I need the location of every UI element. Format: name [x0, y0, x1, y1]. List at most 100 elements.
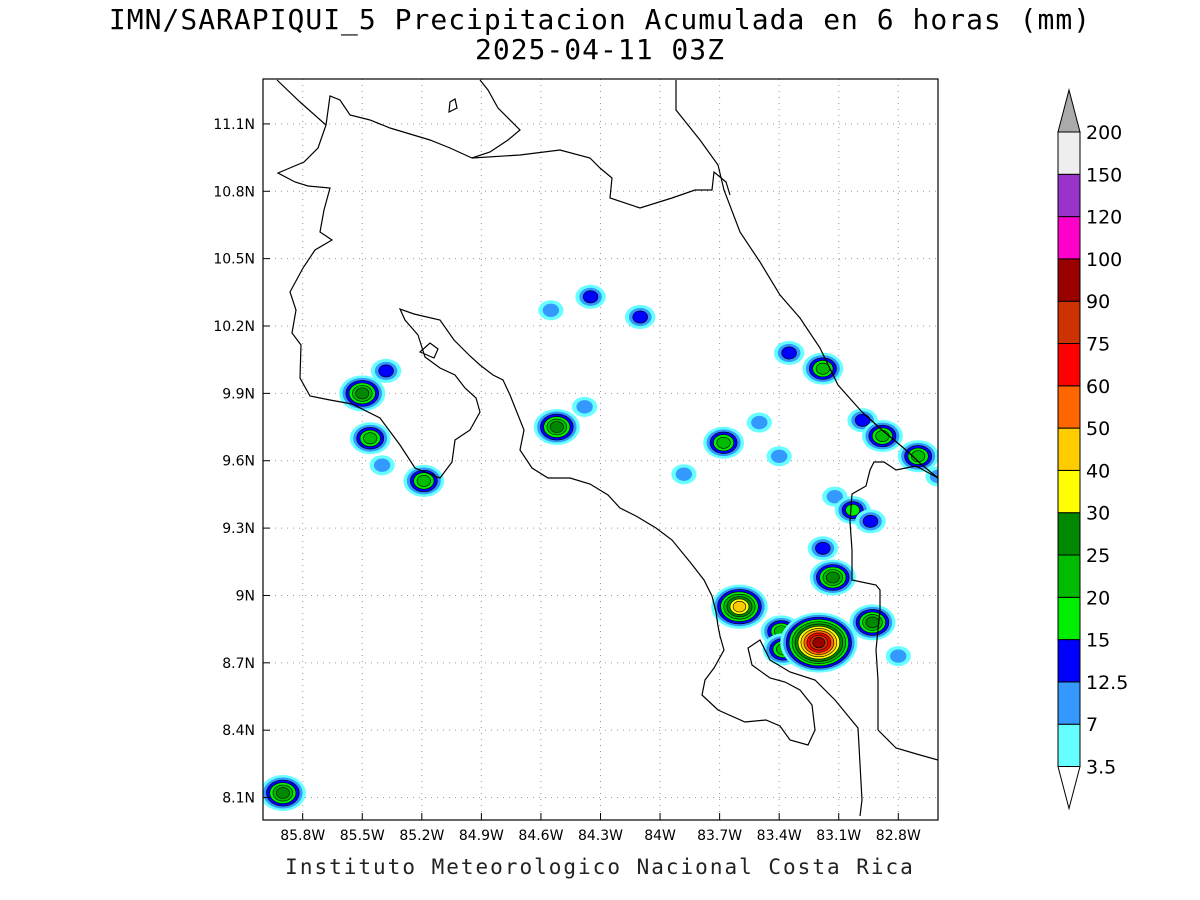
lon-tick-label: 84.3W: [578, 828, 623, 844]
colorbar-swatch: [1057, 723, 1081, 768]
colorbar-swatch: [1057, 681, 1081, 725]
precip-contour: [675, 467, 693, 481]
colorbar-swatch: [1057, 216, 1081, 260]
precip-cell: [773, 340, 805, 365]
precip-cell: [538, 300, 564, 321]
lon-tick-label: 84W: [644, 828, 676, 844]
precip-cell: [349, 422, 391, 455]
lon-tick-label: 83.1W: [816, 828, 861, 844]
colorbar-swatch: [1057, 385, 1081, 429]
colorbar-label: 40: [1086, 460, 1110, 482]
colorbar-swatch: [1057, 343, 1081, 387]
precip-cell: [780, 612, 858, 673]
lat-tick-label: 9N: [236, 588, 255, 604]
colorbar-swatch: [1057, 258, 1081, 302]
colorbar-swatch: [1057, 512, 1081, 556]
precip-cell: [766, 446, 792, 467]
precip-contour: [716, 436, 731, 449]
precip-contour: [363, 432, 378, 445]
lat-tick-label: 8.1N: [222, 791, 255, 807]
precip-contour: [275, 787, 290, 799]
colorbar-label: 15: [1086, 630, 1110, 652]
precip-contour: [582, 290, 599, 304]
precip-contour: [770, 449, 788, 463]
precip-cell: [855, 509, 886, 534]
island-outline: [418, 342, 439, 359]
panama-coastline: [877, 729, 938, 761]
footer-credit: Instituto Meteorologico Nacional Costa R…: [285, 855, 915, 879]
lon-tick-label: 85.8W: [280, 828, 325, 844]
colorbar-swatch: [1057, 173, 1081, 218]
precip-cell: [370, 358, 402, 383]
precip-contour: [355, 387, 370, 400]
precip-cell: [862, 420, 903, 453]
precip-contour: [865, 616, 880, 629]
precip-contour: [862, 514, 879, 528]
colorbar-swatch: [1057, 300, 1081, 345]
lon-tick-label: 82.8W: [876, 828, 921, 844]
precip-contour: [826, 489, 843, 504]
panama-border: [849, 461, 938, 730]
lat-tick-label: 9.3N: [222, 521, 255, 537]
precip-contour: [875, 430, 890, 442]
islet-outline: [448, 98, 458, 114]
colorbar-label: 7: [1086, 714, 1098, 736]
lon-tick-label: 84.6W: [518, 828, 563, 844]
colorbar-label: 100: [1086, 249, 1122, 271]
precip-cell: [802, 352, 844, 385]
colorbar-label: 3.5: [1086, 757, 1116, 779]
colorbar-label: 12.5: [1086, 672, 1128, 694]
lon-tick-label: 83.7W: [697, 828, 742, 844]
caribbean-coastline: [675, 80, 938, 479]
precip-contour: [815, 541, 831, 555]
lat-tick-label: 8.7N: [222, 656, 255, 672]
precip-cell: [807, 536, 839, 561]
precip-cell: [703, 426, 744, 459]
precip-contour: [890, 649, 907, 663]
northern-border: [325, 79, 521, 159]
colorbar-label: 60: [1086, 376, 1110, 398]
precip-contour: [812, 637, 826, 649]
lat-tick-label: 11.1N: [213, 117, 255, 133]
precip-contour: [632, 310, 648, 324]
precip-contour: [416, 475, 431, 487]
lat-tick-label: 10.8N: [213, 184, 255, 200]
colorbar-swatch: [1057, 131, 1081, 175]
lon-tick-label: 84.9W: [459, 828, 504, 844]
colorbar-swatch: [1057, 596, 1081, 641]
precip-cell: [671, 464, 697, 485]
lat-tick-label: 10.2N: [213, 319, 255, 335]
precip-contour: [845, 504, 860, 517]
precip-contour: [751, 415, 768, 430]
precip-contour: [781, 346, 797, 360]
precip-cell: [263, 775, 306, 812]
colorbar-label: 150: [1086, 164, 1122, 186]
precip-cell: [575, 284, 606, 309]
colorbar-label: 120: [1086, 207, 1122, 229]
precipitation-contours: [263, 284, 938, 812]
colorbar-label: 30: [1086, 503, 1110, 525]
colorbar-label: 25: [1086, 545, 1110, 567]
precip-cell: [369, 455, 395, 476]
precip-contour: [854, 413, 871, 427]
colorbar-swatch: [1057, 554, 1081, 598]
colorbar-swatch: [1057, 469, 1081, 514]
lon-tick-label: 85.5W: [340, 828, 385, 844]
precip-contour: [373, 458, 391, 472]
colorbar-lower-triangle: [1057, 766, 1081, 811]
lat-tick-label: 10.5N: [213, 252, 255, 268]
colorbar-legend: 3.5 7 12.5 15 20 25 30 40 50 60 75 90 100 120 150 200: [1057, 88, 1128, 811]
map-subtitle-datetime: 2025-04-11 03Z: [474, 33, 725, 66]
precip-cell: [339, 375, 386, 412]
precip-contour: [576, 400, 593, 414]
lat-tick-label: 8.4N: [222, 723, 255, 739]
lon-tick-label: 83.4W: [757, 828, 802, 844]
precip-contour: [542, 303, 560, 317]
precip-cell: [746, 412, 772, 433]
precip-contour: [549, 421, 564, 433]
lat-tick-label: 9.9N: [222, 386, 255, 402]
colorbar-label: 200: [1086, 122, 1122, 144]
precip-cell: [885, 646, 911, 667]
precip-cell: [897, 440, 938, 473]
